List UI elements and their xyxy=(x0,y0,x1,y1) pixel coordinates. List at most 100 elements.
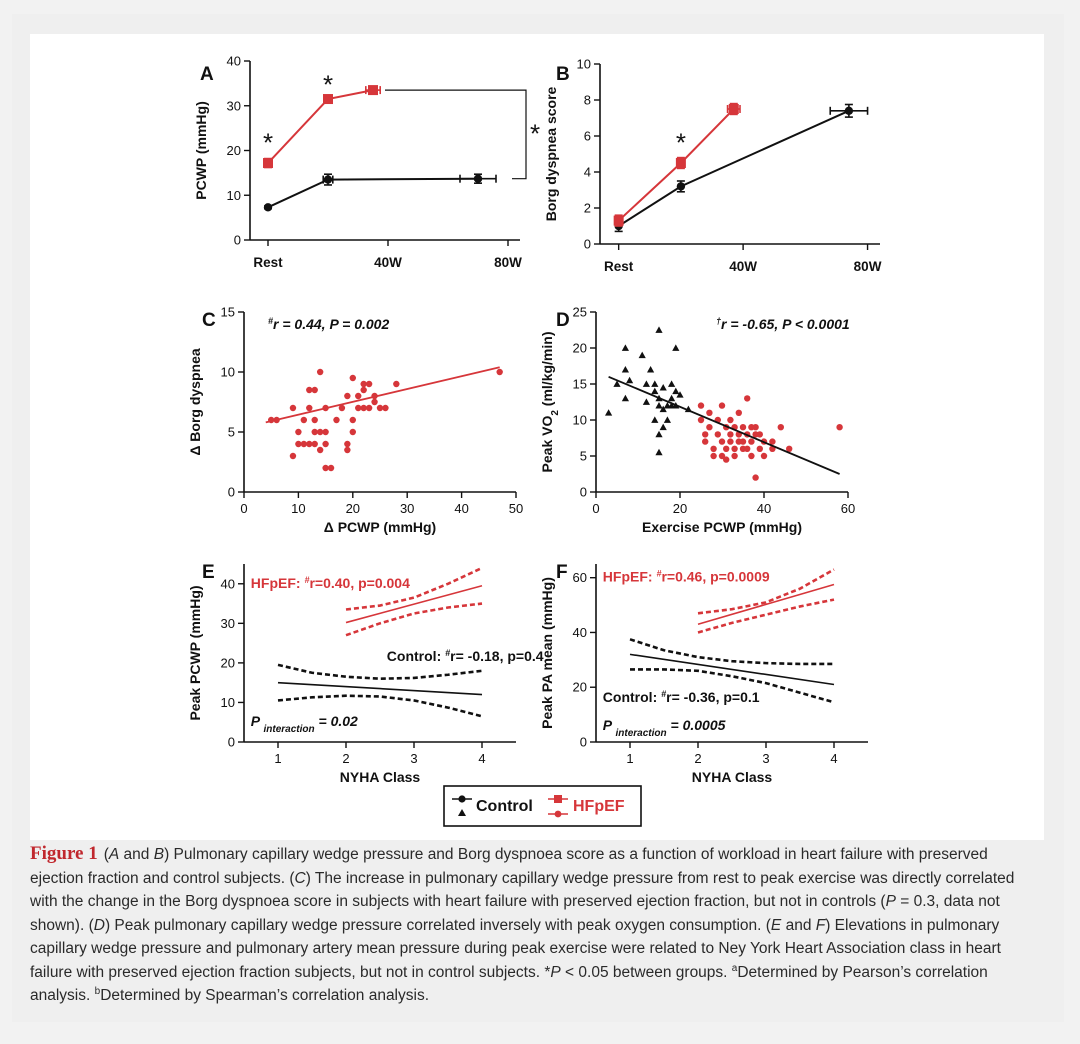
caption-text: E xyxy=(770,916,782,934)
x-category-label: 40W xyxy=(729,259,757,274)
data-point-control xyxy=(647,366,655,373)
panel-letter: E xyxy=(202,562,215,583)
caption-text: and xyxy=(781,916,816,934)
caption-text: A xyxy=(108,846,120,863)
data-point-hfpef xyxy=(382,404,389,412)
significance-marker: * xyxy=(530,119,540,149)
x-axis-label: NYHA Class xyxy=(692,769,773,785)
legend-control-triangle xyxy=(458,809,466,816)
data-point-hfpef xyxy=(306,386,313,394)
data-point-hfpef xyxy=(327,464,335,472)
y-axis-label: Peak VO2 (ml/kg/min) xyxy=(539,332,561,473)
data-point-hfpef xyxy=(349,416,356,424)
x-tick-label: 20 xyxy=(346,501,360,516)
data-point-control xyxy=(676,182,686,191)
data-point-hfpef xyxy=(723,445,730,452)
y-tick-label: 0 xyxy=(580,735,587,750)
x-axis-label: Δ PCWP (mmHg) xyxy=(324,519,436,535)
legend-hfpef-label: HFpEF xyxy=(573,798,625,815)
data-point-hfpef xyxy=(777,424,784,431)
stat-prefix: † xyxy=(716,316,721,326)
data-point-control xyxy=(659,384,667,391)
panel-a: 0 10 20 30 40 A PCWP (mmHg) Rest 40W 80W * * * xyxy=(193,54,540,271)
data-point-hfpef xyxy=(316,368,324,376)
fit-line-hfpef xyxy=(697,583,835,626)
data-point-hfpef xyxy=(365,380,373,388)
data-point-hfpef xyxy=(371,398,378,406)
data-point-hfpef xyxy=(718,452,726,460)
data-point-hfpef xyxy=(702,431,709,438)
caption-text: ) Elevations in pulmonary capillary wedg… xyxy=(30,916,1001,981)
x-axis-label: NYHA Class xyxy=(340,769,421,785)
y-tick-label: 6 xyxy=(584,129,591,144)
data-point-hfpef xyxy=(710,452,717,460)
data-point-hfpef xyxy=(333,416,340,424)
data-point-hfpef xyxy=(675,158,686,168)
fit-line-control xyxy=(629,653,835,686)
data-point-hfpef xyxy=(727,431,734,438)
hfpef-correlation-label: HFpEF: #r=0.40, p=0.004 xyxy=(251,575,410,591)
caption-text: P xyxy=(550,963,561,981)
data-point-hfpef xyxy=(306,404,313,412)
significance-marker: * xyxy=(676,127,686,157)
data-point-control xyxy=(651,387,659,395)
data-point-control xyxy=(655,430,663,438)
data-point-hfpef xyxy=(311,416,318,424)
correlation-stat: #r = 0.44, P = 0.002 xyxy=(268,316,389,332)
data-point-hfpef xyxy=(735,409,742,416)
label-prefix: HFpEF: xyxy=(603,569,657,585)
caption-text: b xyxy=(94,985,101,997)
stat-prefix: # xyxy=(268,316,273,326)
fit-line xyxy=(265,366,500,424)
y-tick-label: 10 xyxy=(577,57,591,72)
x-tick-label: 3 xyxy=(762,751,769,766)
legend-hfpef-circle xyxy=(554,810,562,818)
data-point-hfpef xyxy=(344,446,351,454)
x-tick-label: 10 xyxy=(291,501,305,516)
y-tick-label: 30 xyxy=(221,616,235,631)
data-point-hfpef xyxy=(295,440,302,448)
y-tick-label: 20 xyxy=(573,341,587,356)
data-point-control xyxy=(651,416,659,423)
x-category-label: Rest xyxy=(253,255,283,270)
significance-marker: * xyxy=(323,69,333,99)
figure-label: Figure 1 xyxy=(30,843,98,864)
ci-lower-hfpef xyxy=(697,598,835,634)
x-category-label: 40W xyxy=(374,255,402,270)
y-tick-label: 0 xyxy=(584,237,591,252)
data-point-hfpef xyxy=(760,452,768,460)
data-point-control xyxy=(621,344,629,351)
data-point-hfpef xyxy=(311,440,318,448)
ci-upper-control xyxy=(277,663,483,681)
y-tick-label: 10 xyxy=(227,188,241,203)
y-tick-label: 4 xyxy=(584,165,591,180)
caption-text: P xyxy=(885,893,896,910)
data-point-hfpef xyxy=(322,464,329,472)
y-tick-label: 5 xyxy=(228,425,235,440)
x-tick-label: 40 xyxy=(757,501,771,516)
ci-lower-hfpef xyxy=(345,602,483,637)
y-tick-label: 8 xyxy=(584,93,591,108)
caption-text: = 0.3, data not shown). ( xyxy=(30,893,1000,934)
y-tick-label: 40 xyxy=(221,576,235,591)
legend: Control HFpEF xyxy=(443,785,642,827)
figure-caption: Figure 1 (A and B) Pulmonary capillary we… xyxy=(30,842,1044,1008)
y-tick-label: 20 xyxy=(227,143,241,158)
y-tick-label: 0 xyxy=(228,735,235,750)
hfpef-correlation-label: HFpEF: #r=0.46, p=0.0009 xyxy=(603,569,770,585)
caption-text: ) The increase in pulmonary capillary we… xyxy=(30,869,1015,911)
x-tick-label: 4 xyxy=(478,751,485,766)
y-tick-label: 0 xyxy=(580,485,587,500)
fit-line xyxy=(608,375,840,475)
caption-text: ( xyxy=(103,846,109,863)
data-point-control xyxy=(263,203,273,212)
y-tick-label: 15 xyxy=(221,305,235,320)
data-point-hfpef xyxy=(300,416,308,424)
data-point-hfpef xyxy=(393,380,400,388)
data-point-hfpef xyxy=(756,445,763,452)
significance-marker: * xyxy=(263,128,273,158)
data-point-hfpef xyxy=(355,392,362,400)
data-point-control xyxy=(323,175,333,184)
ci-upper-control xyxy=(629,638,834,666)
data-point-hfpef xyxy=(769,438,776,445)
